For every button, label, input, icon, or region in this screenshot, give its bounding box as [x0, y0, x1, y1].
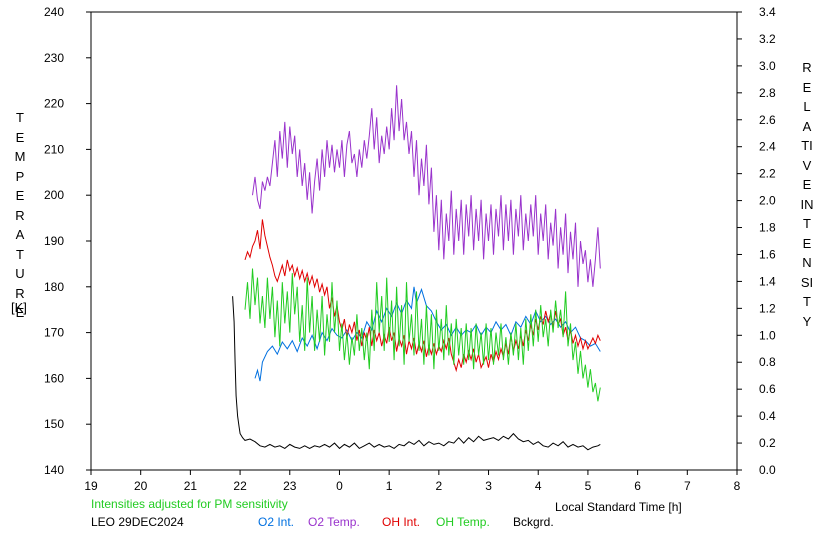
legend-o2-int: O2 Int. [258, 515, 295, 529]
y-left-axis-ticks: 140 150 160 170 180 190 200 210 220 230 240 [44, 5, 91, 477]
x-tick-label: 5 [585, 479, 592, 493]
x-tick-label: 3 [485, 479, 492, 493]
note-label: Intensities adjusted for PM sensitivity [91, 497, 288, 511]
x-tick-label: 23 [283, 479, 297, 493]
y-right-axis-label: RELATIVE INTENSITY [800, 58, 814, 331]
x-axis-ticks: 19 20 21 22 23 0 1 2 3 4 5 6 7 8 [84, 470, 741, 493]
x-tick-label: 4 [535, 479, 542, 493]
x-tick-label: 8 [734, 479, 741, 493]
y-left-tick-label: 180 [44, 280, 64, 294]
y-left-axis-label-text: TEMPERATURE [14, 110, 26, 320]
y-right-tick-label: 0.8 [759, 355, 776, 369]
y-left-tick-label: 240 [44, 5, 64, 19]
legend-oh-temp: OH Temp. [436, 515, 490, 529]
y-left-tick-label: 190 [44, 234, 64, 248]
y-left-tick-label: 210 [44, 142, 64, 156]
x-tick-label: 21 [184, 479, 198, 493]
y-right-tick-label: 2.8 [759, 86, 776, 100]
x-tick-label: 2 [436, 479, 443, 493]
y-left-unit-label: [K] [11, 300, 27, 315]
y-left-tick-label: 160 [44, 371, 64, 385]
y-left-tick-label: 150 [44, 417, 64, 431]
y-left-axis-label: TEMPERATURE [13, 108, 27, 323]
legend-oh-int: OH Int. [382, 515, 421, 529]
y-left-tick-label: 220 [44, 97, 64, 111]
y-left-tick-label: 170 [44, 326, 64, 340]
y-left-tick-label: 230 [44, 51, 64, 65]
series-line-o2-temp [252, 85, 601, 287]
x-tick-label: 7 [684, 479, 691, 493]
x-tick-label: 19 [84, 479, 98, 493]
y-right-tick-label: 2.6 [759, 113, 776, 127]
y-right-tick-label: 0.2 [759, 436, 776, 450]
x-tick-label: 0 [336, 479, 343, 493]
y-right-tick-label: 2.2 [759, 167, 776, 181]
y-left-tick-label: 200 [44, 188, 64, 202]
series-layer [232, 85, 601, 451]
y-right-tick-label: 3.2 [759, 32, 776, 46]
x-tick-label: 22 [233, 479, 247, 493]
x-axis-label: Local Standard Time [h] [555, 500, 682, 514]
x-tick-label: 1 [386, 479, 393, 493]
y-right-tick-label: 1.8 [759, 221, 776, 235]
y-left-tick-label: 140 [44, 463, 64, 477]
legend-bckgrd: Bckgrd. [513, 515, 554, 529]
y-right-tick-label: 3.0 [759, 59, 776, 73]
series-line-o2-int [254, 286, 601, 382]
y-right-tick-label: 1.6 [759, 247, 776, 261]
legend-o2-temp: O2 Temp. [308, 515, 360, 529]
y-right-tick-label: 0.0 [759, 463, 776, 477]
y-right-tick-label: 2.0 [759, 194, 776, 208]
y-right-tick-label: 1.0 [759, 328, 776, 342]
y-right-tick-label: 0.6 [759, 382, 776, 396]
series-line-bckgrd [232, 296, 601, 451]
y-right-tick-label: 0.4 [759, 409, 776, 423]
y-right-tick-label: 1.2 [759, 301, 776, 315]
plot-frame [90, 11, 738, 471]
y-right-axis-ticks: 0.0 0.2 0.4 0.6 0.8 1.0 1.2 1.4 1.6 1.8 2.0 2.2 2.4 2… [737, 5, 776, 477]
y-right-axis-label-text: RELATIVE INTENSITY [800, 60, 814, 329]
x-tick-label: 20 [134, 479, 148, 493]
y-right-tick-label: 2.4 [759, 140, 776, 154]
series-line-oh-temp [244, 268, 601, 402]
y-right-tick-label: 3.4 [759, 5, 776, 19]
y-right-tick-label: 1.4 [759, 274, 776, 288]
x-tick-label: 6 [634, 479, 641, 493]
site-date-label: LEO 29DEC2024 [91, 515, 184, 529]
